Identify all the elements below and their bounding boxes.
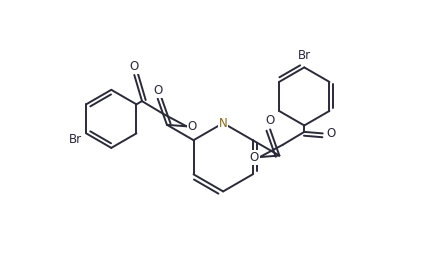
Text: O: O [266,114,275,127]
Text: O: O [327,127,336,140]
Text: Br: Br [298,49,311,62]
Text: O: O [130,60,139,73]
Text: N: N [219,117,228,130]
Text: O: O [187,120,197,133]
Text: O: O [153,84,162,97]
Text: O: O [250,150,259,164]
Text: Br: Br [69,133,82,146]
